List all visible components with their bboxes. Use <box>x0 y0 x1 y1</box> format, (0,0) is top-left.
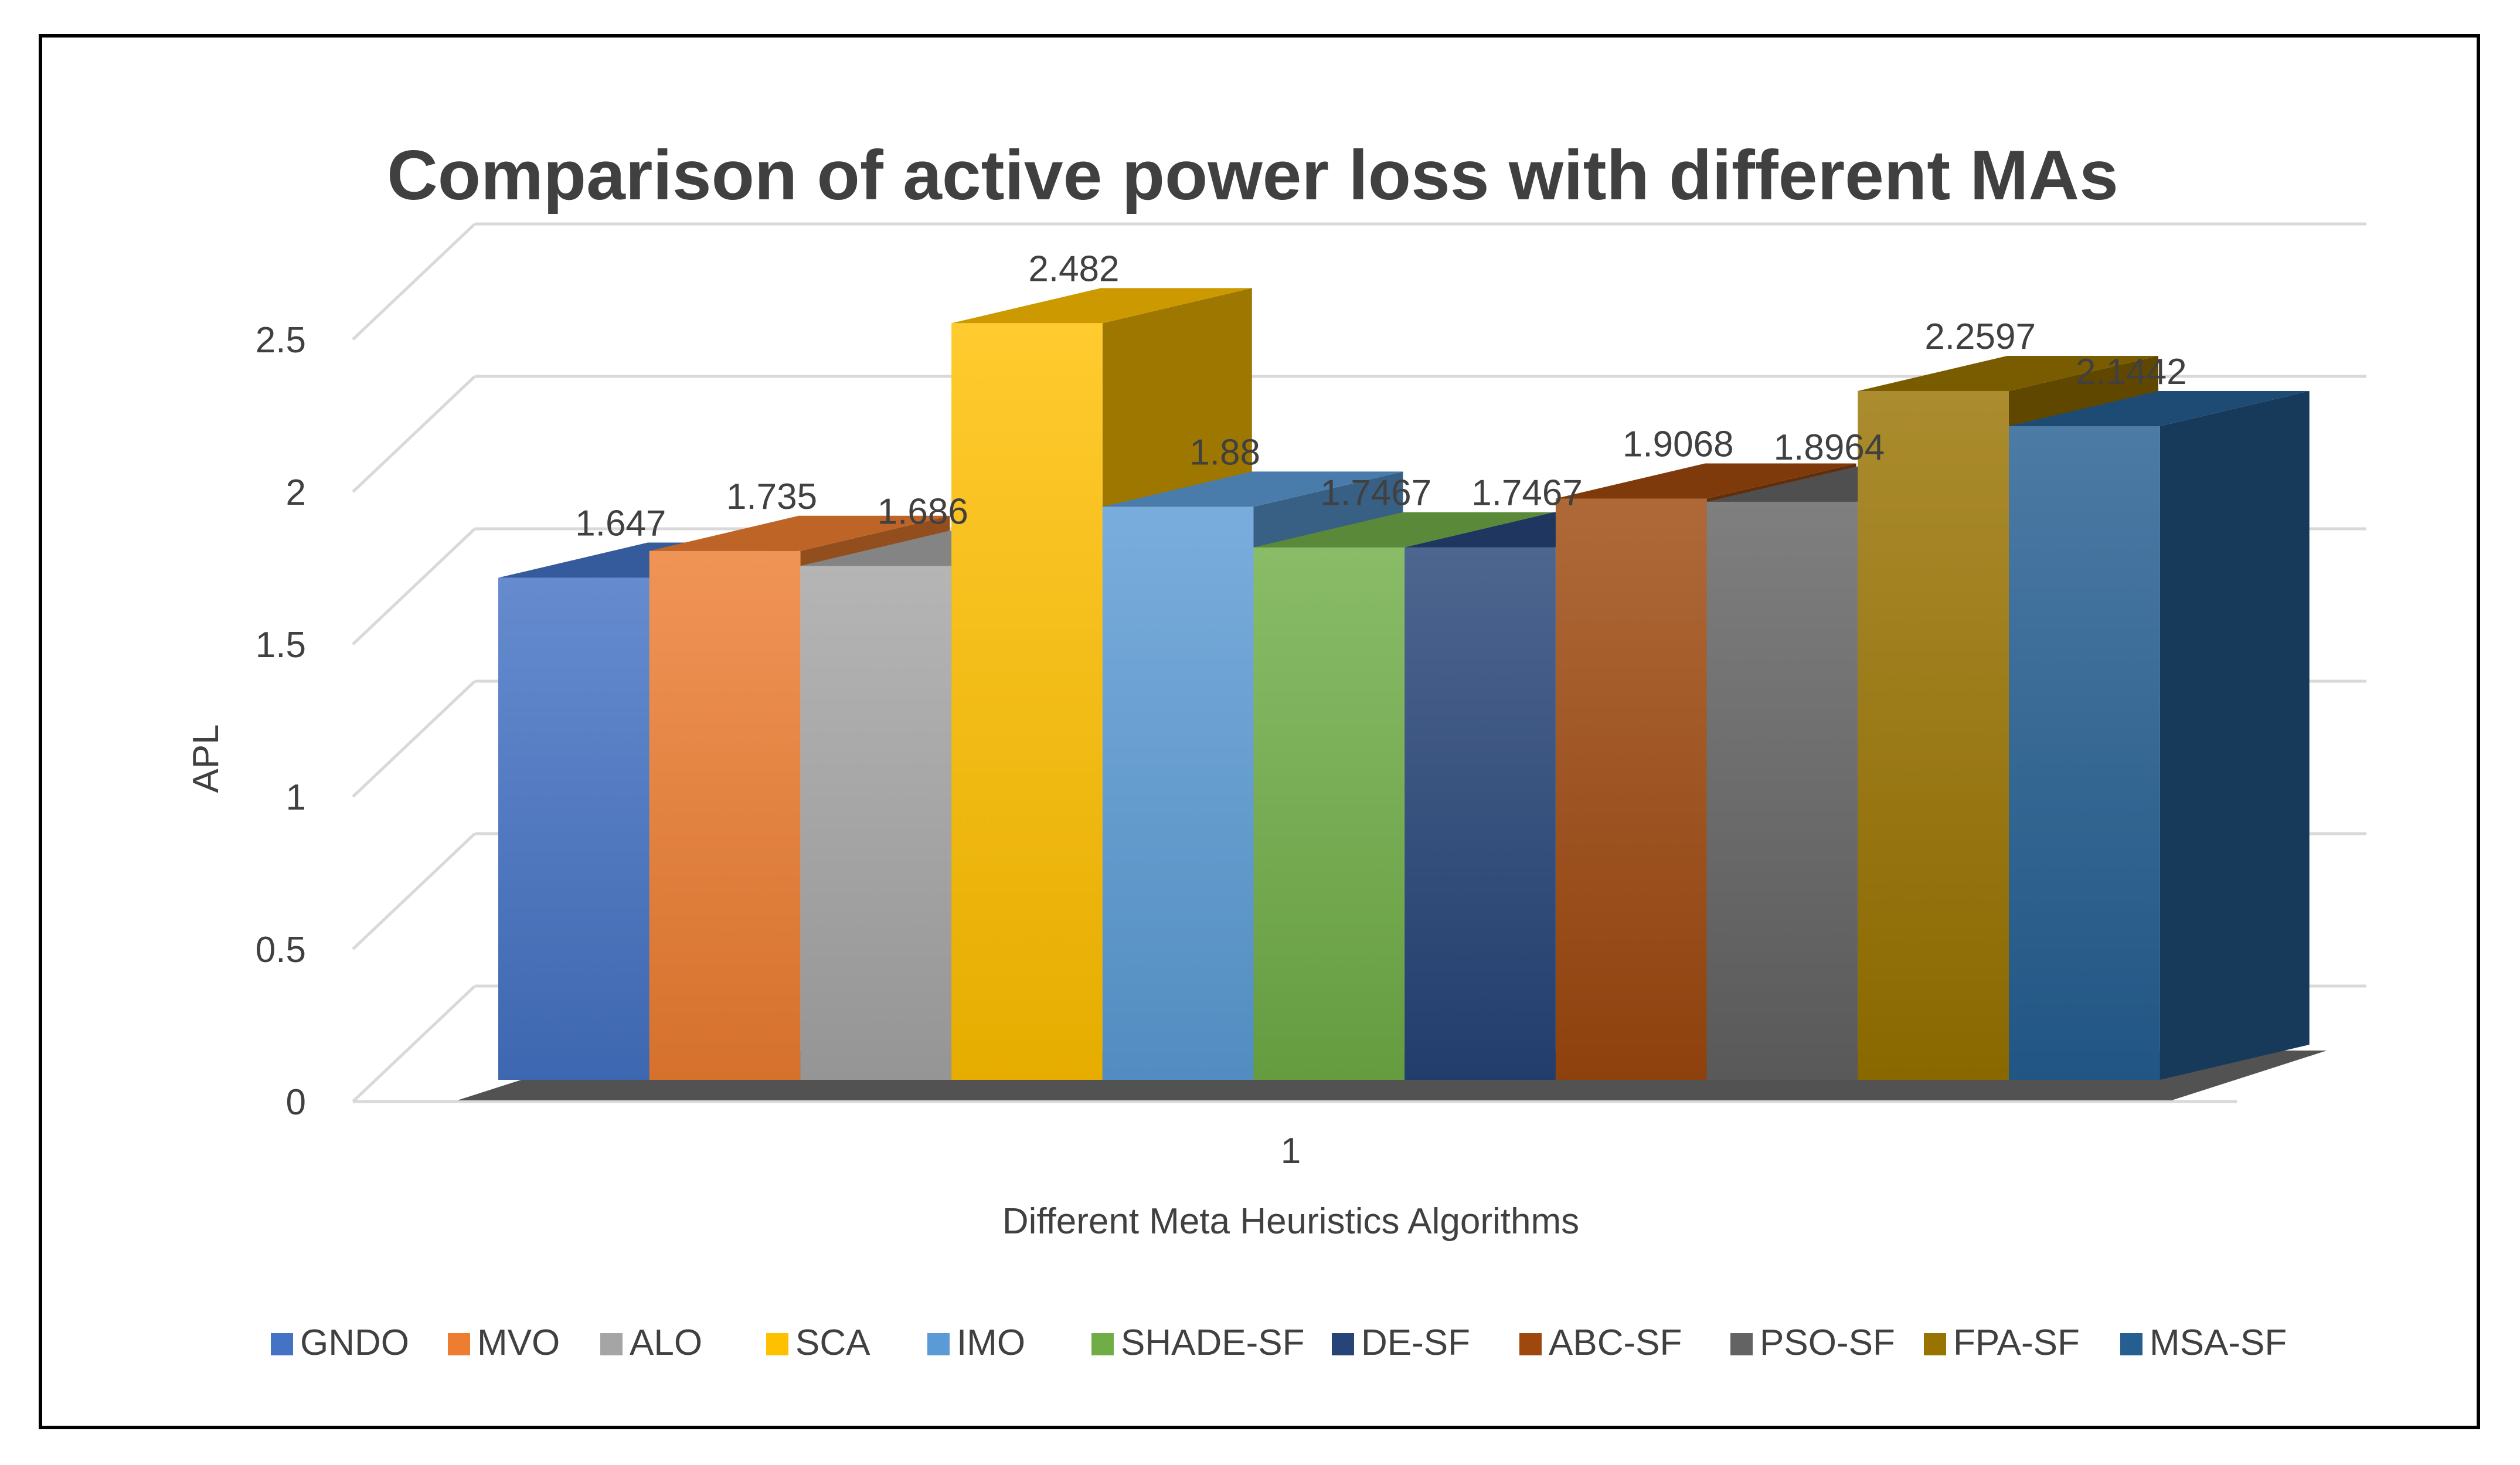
bar-shade-sf <box>1253 547 1405 1080</box>
legend-swatch-msa-sf <box>2120 1333 2142 1355</box>
bar-mvo <box>649 550 801 1080</box>
legend-label-pso-sf: PSO-SF <box>1760 1323 1895 1363</box>
y-tick-label: 0.5 <box>256 930 306 970</box>
bar-alo <box>800 566 952 1080</box>
data-label-gndo: 1.647 <box>575 504 666 544</box>
legend: GNDO MVO ALO SCA IMO SHADE-SF DE-SF ABC-SF PSO-S… <box>271 1323 2287 1363</box>
y-tick-label: 1.5 <box>256 625 306 665</box>
bar-top-mvo <box>649 515 950 551</box>
legend-swatch-gndo <box>271 1333 293 1355</box>
y-tick-label: 2 <box>286 473 306 513</box>
legend-label-shade-sf: SHADE-SF <box>1121 1323 1304 1363</box>
bar-top-sca <box>951 288 1252 324</box>
gridline-side <box>352 680 476 798</box>
legend-swatch-de-sf <box>1332 1333 1354 1355</box>
legend-label-imo: IMO <box>957 1323 1025 1363</box>
x-axis-label: Different Meta Heuristics Algorithms <box>1002 1201 1579 1242</box>
bar-msa-sf <box>2009 426 2160 1080</box>
legend-swatch-abc-sf <box>1519 1333 1542 1355</box>
legend-label-gndo: GNDO <box>300 1323 409 1363</box>
legend-label-msa-sf: MSA-SF <box>2150 1323 2287 1363</box>
legend-swatch-shade-sf <box>1091 1333 1114 1355</box>
legend-label-sca: SCA <box>795 1323 870 1363</box>
legend-label-de-sf: DE-SF <box>1361 1323 1470 1363</box>
bar-top-shade-sf <box>1253 512 1555 548</box>
legend-label-mvo: MVO <box>477 1323 560 1363</box>
gridline-side <box>352 832 476 950</box>
data-label-de-sf: 1.7467 <box>1471 473 1583 514</box>
legend-swatch-sca <box>766 1333 788 1355</box>
legend-label-alo: ALO <box>630 1323 702 1363</box>
y-tick-label: 1 <box>286 777 306 818</box>
bar-sca <box>951 323 1103 1080</box>
data-label-fpa-sf: 2.2597 <box>1924 317 2036 357</box>
bar-abc-sf <box>1555 498 1707 1080</box>
legend-swatch-pso-sf <box>1730 1333 1753 1355</box>
data-label-shade-sf: 1.7467 <box>1321 473 1432 514</box>
gridline-side <box>352 375 476 493</box>
x-category-label: 1 <box>1281 1131 1301 1171</box>
bar-top-msa-sf <box>2009 391 2310 427</box>
bar-imo <box>1102 507 1254 1080</box>
bar-gndo <box>498 577 649 1080</box>
bars <box>457 288 2327 1100</box>
data-label-pso-sf: 1.8964 <box>1774 427 1885 468</box>
legend-swatch-mvo <box>448 1333 470 1355</box>
bar-top-fpa-sf <box>1858 355 2158 391</box>
data-label-alo: 1.686 <box>878 491 968 532</box>
gridline-side <box>352 223 476 341</box>
y-tick-label: 2.5 <box>256 320 306 361</box>
y-axis-label: APL <box>186 724 226 793</box>
legend-swatch-fpa-sf <box>1924 1333 1946 1355</box>
y-axis-ticks: 0 0.5 1 1.5 2 2.5 <box>256 320 306 1123</box>
bar-pso-sf <box>1706 501 1858 1080</box>
chart-frame: Comparison of active power loss with dif… <box>39 34 2480 1429</box>
chart-svg: Comparison of active power loss with dif… <box>186 136 2366 1363</box>
data-labels: 1.647 1.735 1.686 2.482 1.88 1.7467 1.7467 1.90… <box>575 249 2186 543</box>
bar-top-imo <box>1102 471 1403 507</box>
legend-swatch-alo <box>600 1333 623 1355</box>
gridline-side <box>352 528 476 645</box>
data-label-mvo: 1.735 <box>726 477 817 517</box>
bar-side-msa-sf <box>2159 391 2310 1080</box>
legend-label-abc-sf: ABC-SF <box>1549 1323 1682 1363</box>
bar-de-sf <box>1404 547 1556 1080</box>
data-label-imo: 1.88 <box>1189 432 1260 473</box>
data-label-abc-sf: 1.9068 <box>1623 424 1734 464</box>
gridline-side <box>352 985 476 1103</box>
data-label-msa-sf: 2.1442 <box>2076 352 2187 392</box>
data-label-sca: 2.482 <box>1028 249 1119 289</box>
y-tick-label: 0 <box>286 1082 306 1123</box>
chart-title: Comparison of active power loss with dif… <box>387 136 2118 215</box>
legend-swatch-imo <box>927 1333 950 1355</box>
bar-top-abc-sf <box>1555 463 1856 499</box>
bar-fpa-sf <box>1858 390 2009 1080</box>
legend-label-fpa-sf: FPA-SF <box>1953 1323 2080 1363</box>
